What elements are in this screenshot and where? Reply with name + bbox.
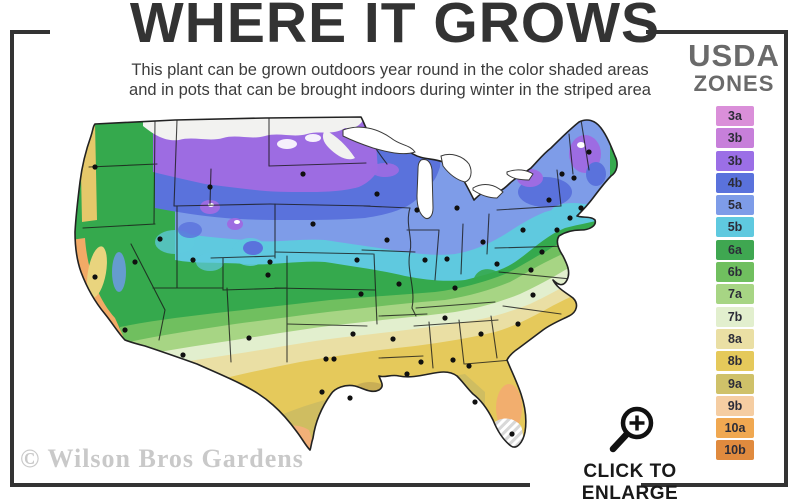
- frame-border-top-left: [10, 30, 50, 34]
- zone-chip: 8a: [716, 328, 754, 349]
- zone-chip: 9a: [716, 373, 754, 394]
- subtitle-line-1: This plant can be grown outdoors year ro…: [131, 61, 649, 79]
- frame-border-top-right: [646, 30, 788, 34]
- page-title: WHERE IT GROWS: [129, 0, 661, 55]
- watermark: © Wilson Bros Gardens: [20, 444, 304, 473]
- zone-chip: 3a: [716, 106, 754, 126]
- zone-chip: 5b: [716, 217, 754, 238]
- frame-border-bottom-left: [10, 483, 530, 487]
- zone-chip: 3b: [716, 150, 754, 171]
- subtitle-line-2: and in pots that can be brought indoors …: [129, 81, 651, 99]
- zoom-in-icon[interactable]: [603, 402, 661, 460]
- zone-chip: 9b: [716, 395, 754, 416]
- usda-zone-map[interactable]: [25, 112, 670, 482]
- frame-border-right: [784, 30, 788, 487]
- zone-chip: 3b: [716, 128, 754, 149]
- frame-border-left: [10, 30, 14, 487]
- us-outline: [74, 116, 618, 451]
- legend-title-usda: USDA: [688, 38, 780, 73]
- city-dots: [92, 149, 592, 437]
- zone-chip: 4b: [716, 172, 754, 193]
- zone-chip: 7a: [716, 284, 754, 305]
- zone-chip: 7b: [716, 306, 754, 327]
- great-lakes: [342, 126, 534, 219]
- legend-title-zones: ZONES: [693, 71, 775, 96]
- legend-title: USDA ZONES: [678, 40, 790, 96]
- state-borders: [82, 117, 590, 369]
- zone-chip: 5a: [716, 195, 754, 216]
- zone-chip: 6a: [716, 239, 754, 260]
- zone-chip: 8b: [716, 351, 754, 372]
- zone-shading: [75, 117, 618, 450]
- click-to-enlarge-button[interactable]: CLICK TO ENLARGE: [581, 461, 679, 500]
- zone-chip: 6b: [716, 262, 754, 283]
- usda-zone-legend: 3a 3b 3b 4b 5a 5b 6a 6b 7a 7b 8a 8b 9a 9…: [716, 106, 754, 461]
- zone-chip: 10a: [716, 418, 754, 439]
- frame-border-bottom-right: [641, 483, 788, 487]
- zone-chip: 10b: [716, 440, 754, 461]
- subtitle: This plant can be grown outdoors year ro…: [60, 60, 720, 100]
